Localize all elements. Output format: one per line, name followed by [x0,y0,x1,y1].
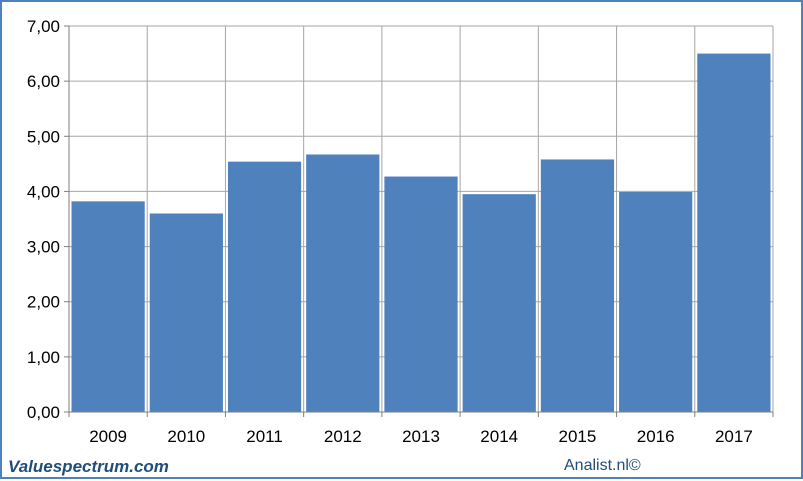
axes [64,25,774,417]
y-tick-label: 3,00 [27,238,60,257]
bar-2012 [306,154,380,413]
bar-2017 [697,53,771,412]
x-tick-labels: 2009 2010 2011 2012 2013 2014 2015 2016 2017 [89,427,753,446]
x-tick-label: 2015 [559,427,597,446]
grid-lines [69,25,774,412]
y-tick-label: 7,00 [27,17,60,36]
y-tick-label: 2,00 [27,293,60,312]
x-tick-label: 2012 [324,427,362,446]
x-tick-label: 2014 [480,427,518,446]
bar-2013 [384,176,458,412]
bars [71,53,771,413]
bar-2015 [540,159,615,412]
x-tick-label: 2011 [246,427,283,446]
y-tick-label: 5,00 [27,127,60,146]
x-tick-label: 2009 [89,427,127,446]
y-tick-label: 4,00 [27,182,60,201]
x-tick-label: 2016 [637,427,675,446]
bar-2014 [462,194,536,412]
x-tick-label: 2013 [402,427,440,446]
credit-text: Analist.nl© [564,457,641,474]
y-tick-label: 6,00 [27,72,60,91]
x-tick-label: 2010 [167,427,205,446]
y-tick-label: 1,00 [27,348,60,367]
bar-2010 [149,213,223,412]
x-tick-label: 2017 [715,427,753,446]
y-tick-labels: 0,00 1,00 2,00 3,00 4,00 5,00 6,00 7,00 [27,17,60,422]
bar-2009 [71,201,145,412]
brand-watermark: Valuespectrum.com [8,457,169,476]
y-tick-label: 0,00 [27,403,60,422]
bar-2011 [227,161,302,412]
bar-2016 [619,191,693,412]
